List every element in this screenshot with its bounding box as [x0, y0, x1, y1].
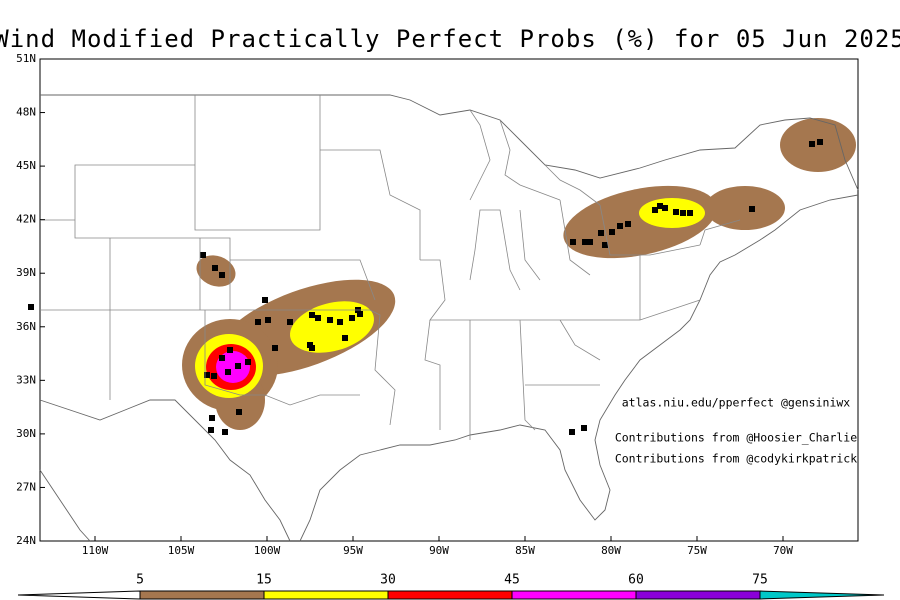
credit: Contributions from @codykirkpatrick	[615, 452, 857, 466]
report-marker	[262, 297, 268, 303]
report-marker	[587, 239, 593, 245]
colorbar: 5 15 30 45 60 75	[17, 573, 885, 600]
report-marker	[211, 373, 217, 379]
report-marker	[204, 372, 210, 378]
report-marker	[327, 317, 333, 323]
colorbar-label: 30	[380, 573, 396, 588]
lon-label: 90W	[429, 544, 449, 557]
report-marker	[227, 347, 233, 353]
colorbar-segment	[759, 590, 885, 600]
contour	[705, 186, 785, 230]
report-marker	[581, 425, 587, 431]
report-marker	[357, 311, 363, 317]
report-marker	[222, 429, 228, 435]
colorbar-label: 45	[504, 573, 520, 588]
report-marker	[309, 312, 315, 318]
report-marker	[617, 223, 623, 229]
report-marker	[265, 317, 271, 323]
report-marker	[680, 210, 686, 216]
lat-labels: 51N 48N 45N 42N 39N 36N 33N 30N 27N 24N	[16, 52, 45, 547]
lon-label: 85W	[515, 544, 535, 557]
lat-label: 48N	[16, 106, 36, 119]
report-marker	[208, 427, 214, 433]
colorbar-label: 75	[752, 573, 768, 588]
colorbar-segment	[263, 590, 389, 600]
report-marker	[652, 207, 658, 213]
report-marker	[349, 315, 355, 321]
lat-label: 42N	[16, 213, 36, 226]
report-marker	[209, 415, 215, 421]
lat-label: 39N	[16, 266, 36, 279]
report-marker	[255, 319, 261, 325]
report-marker	[28, 304, 34, 310]
lat-label: 27N	[16, 480, 36, 493]
report-marker	[657, 203, 663, 209]
report-marker	[609, 229, 615, 235]
colorbar-label: 5	[136, 573, 144, 588]
colorbar-segment	[387, 590, 513, 600]
lat-label: 36N	[16, 320, 36, 333]
lon-label: 80W	[601, 544, 621, 557]
lat-label: 30N	[16, 427, 36, 440]
report-marker	[309, 345, 315, 351]
basemap	[28, 58, 859, 542]
report-marker	[817, 139, 823, 145]
colorbar-label: 15	[256, 573, 272, 588]
report-marker	[570, 239, 576, 245]
report-marker	[219, 355, 225, 361]
report-marker	[598, 230, 604, 236]
lat-label: 45N	[16, 159, 36, 172]
credits: atlas.niu.edu/pperfect @gensiniwx Contrib…	[615, 396, 857, 466]
report-marker	[225, 369, 231, 375]
credit: Contributions from @Hoosier_Charlie	[615, 431, 857, 445]
report-marker	[582, 239, 588, 245]
lat-label: 51N	[16, 52, 36, 65]
lon-label: 105W	[168, 544, 195, 557]
report-marker	[287, 319, 293, 325]
lon-label: 110W	[82, 544, 109, 557]
report-marker	[749, 206, 755, 212]
lat-label: 33N	[16, 373, 36, 386]
colorbar-label: 60	[628, 573, 644, 588]
lon-label: 95W	[343, 544, 363, 557]
colorbar-segment	[511, 590, 637, 600]
report-marker	[212, 265, 218, 271]
lon-label: 75W	[687, 544, 707, 557]
report-marker	[342, 335, 348, 341]
report-marker	[235, 363, 241, 369]
report-marker	[272, 345, 278, 351]
lat-label: 24N	[16, 534, 36, 547]
report-marker	[236, 409, 242, 415]
report-marker	[809, 141, 815, 147]
map-title: Wind Modified Practically Perfect Probs …	[0, 25, 900, 53]
lon-label: 70W	[773, 544, 793, 557]
report-marker	[315, 315, 321, 321]
colorbar-segment	[635, 590, 761, 600]
report-marker	[569, 429, 575, 435]
colorbar-segment	[17, 590, 141, 600]
credit: atlas.niu.edu/pperfect @gensiniwx	[622, 396, 851, 410]
report-marker	[625, 221, 631, 227]
report-marker	[219, 272, 225, 278]
report-marker	[687, 210, 693, 216]
contour	[639, 198, 705, 228]
report-marker	[602, 242, 608, 248]
lon-labels: 110W 105W 100W 95W 90W 85W 80W 75W 70W	[82, 536, 793, 557]
report-marker	[200, 252, 206, 258]
colorbar-segment	[139, 590, 265, 600]
lon-label: 100W	[254, 544, 281, 557]
report-marker	[337, 319, 343, 325]
report-marker	[673, 209, 679, 215]
report-marker	[245, 359, 251, 365]
report-marker	[662, 205, 668, 211]
